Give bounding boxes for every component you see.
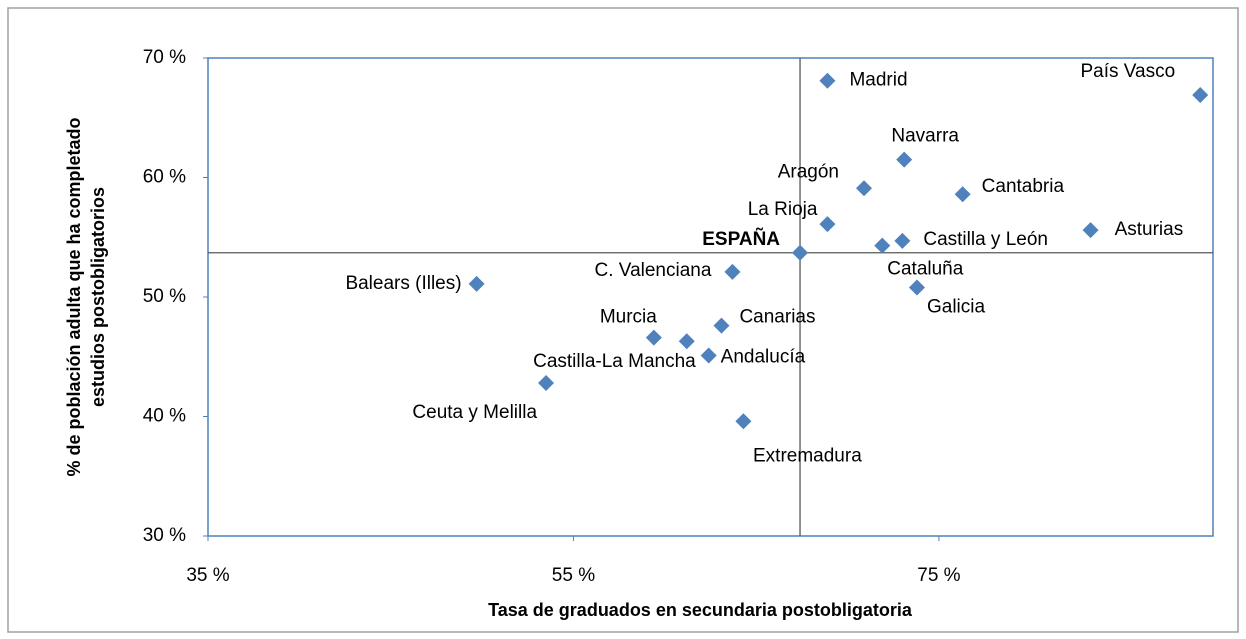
point-label: Galicia xyxy=(927,296,986,317)
point xyxy=(713,317,730,334)
y-axis-title-line: % de población adulta que ha completado xyxy=(64,117,84,476)
point-label: Castilla y León xyxy=(923,229,1048,250)
point-label: Andalucía xyxy=(721,347,806,368)
y-tick-label: 30 % xyxy=(143,525,186,546)
point-label: Canarias xyxy=(739,307,815,328)
point xyxy=(874,237,891,254)
y-axis-title-line: estudios postobligatorios xyxy=(88,187,108,407)
point-label: Castilla-La Mancha xyxy=(533,351,696,372)
x-tick-label: 75 % xyxy=(917,565,960,586)
point xyxy=(1192,87,1209,104)
y-tick-label: 40 % xyxy=(143,406,186,427)
point xyxy=(908,279,925,296)
point-label: Extremadura xyxy=(753,445,862,466)
point xyxy=(819,216,836,233)
y-tick-label: 70 % xyxy=(143,47,186,68)
point-label: País Vasco xyxy=(1081,61,1176,82)
point xyxy=(645,329,662,346)
point xyxy=(724,263,741,280)
point-label: Cataluña xyxy=(887,259,963,280)
point xyxy=(894,232,911,249)
point-label: Madrid xyxy=(849,70,907,91)
x-tick-label: 55 % xyxy=(552,565,595,586)
point xyxy=(700,347,717,364)
point xyxy=(792,244,809,261)
point-label: Navarra xyxy=(891,126,959,147)
point xyxy=(468,275,485,292)
point-label: C. Valenciana xyxy=(595,260,712,281)
point-label: Ceuta y Melilla xyxy=(412,402,537,423)
point xyxy=(855,180,872,197)
point xyxy=(735,413,752,430)
point xyxy=(954,186,971,203)
chart-frame xyxy=(7,7,1239,633)
point-label: Murcia xyxy=(600,307,657,328)
point xyxy=(1082,222,1099,239)
x-tick-label: 35 % xyxy=(186,565,229,586)
point xyxy=(896,151,913,168)
y-axis-title: % de población adulta que ha completado … xyxy=(64,117,108,476)
point xyxy=(819,72,836,89)
x-axis-title: Tasa de graduados en secundaria postobli… xyxy=(488,600,913,620)
point-label: ESPAÑA xyxy=(702,228,780,250)
point-label: Aragón xyxy=(778,161,839,182)
y-tick-label: 50 % xyxy=(143,286,186,307)
point-label: Balears (Illes) xyxy=(345,273,461,294)
y-tick-label: 60 % xyxy=(143,167,186,188)
point-label: La Rioja xyxy=(748,199,818,220)
point xyxy=(678,333,695,350)
point-label: Cantabria xyxy=(982,176,1065,197)
point xyxy=(538,375,555,392)
point-label: Asturias xyxy=(1115,219,1184,240)
